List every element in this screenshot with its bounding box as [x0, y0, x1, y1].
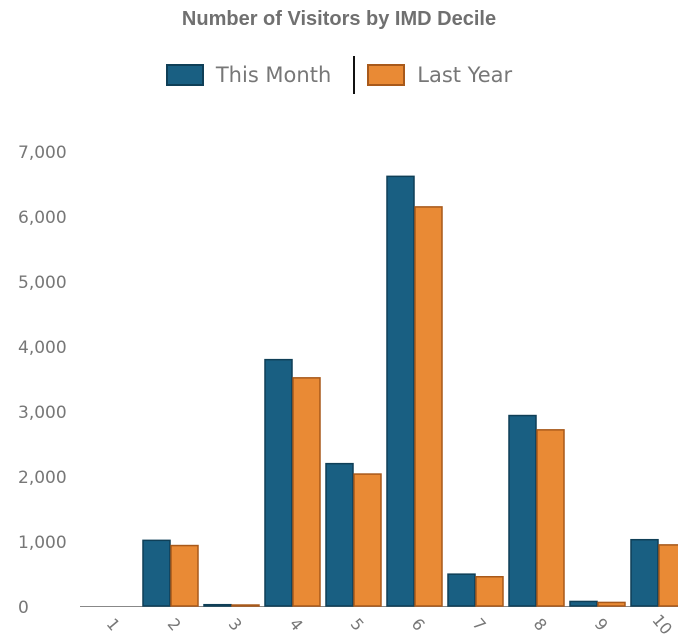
x-tick-label: 5 — [347, 614, 368, 634]
legend-swatch-this-month — [165, 64, 204, 86]
bar-last-year — [414, 206, 443, 607]
bar-this-month — [203, 603, 232, 607]
bar-last-year — [475, 576, 504, 607]
bar-this-month — [264, 358, 293, 607]
x-tick-label: 10 — [648, 611, 676, 639]
bar-last-year — [658, 544, 678, 607]
legend-label-last-year: Last Year — [417, 63, 513, 87]
bar-last-year — [231, 604, 260, 607]
x-tick-label: 9 — [591, 614, 612, 634]
x-tick-label: 1 — [103, 614, 124, 634]
x-tick-label: 7 — [469, 614, 490, 634]
chart-title: Number of Visitors by IMD Decile — [181, 8, 497, 30]
y-tick-label: 2,000 — [18, 468, 67, 488]
y-tick-label: 6,000 — [18, 208, 67, 228]
legend: This Month Last Year — [0, 56, 678, 94]
x-tick-label: 2 — [164, 614, 185, 634]
bar-last-year — [170, 544, 199, 607]
y-tick-label: 3,000 — [18, 403, 67, 423]
bar-this-month — [569, 600, 598, 607]
bar-last-year — [353, 473, 382, 607]
legend-item-last-year[interactable]: Last Year — [367, 63, 512, 87]
bar-last-year — [536, 429, 565, 607]
bar-last-year — [292, 377, 321, 607]
bar-last-year — [597, 601, 626, 607]
bar-this-month — [386, 175, 415, 607]
bar-this-month — [447, 573, 476, 607]
y-tick-label: 7,000 — [18, 143, 67, 163]
x-tick-label: 8 — [530, 614, 551, 634]
y-tick-label: 0 — [18, 598, 29, 618]
bar-this-month — [325, 462, 354, 607]
bar-this-month — [508, 414, 537, 607]
x-tick-label: 6 — [408, 614, 429, 634]
x-tick-label: 4 — [286, 614, 307, 634]
legend-label-this-month: This Month — [215, 63, 332, 87]
bar-this-month — [630, 538, 659, 607]
legend-swatch-last-year — [367, 64, 406, 86]
legend-divider — [353, 56, 356, 94]
legend-item-this-month[interactable]: This Month — [165, 63, 332, 87]
y-tick-label: 1,000 — [18, 533, 67, 553]
x-tick-label: 3 — [225, 614, 246, 634]
bar-this-month — [142, 539, 171, 607]
y-tick-label: 4,000 — [18, 338, 67, 358]
y-tick-label: 5,000 — [18, 273, 67, 293]
